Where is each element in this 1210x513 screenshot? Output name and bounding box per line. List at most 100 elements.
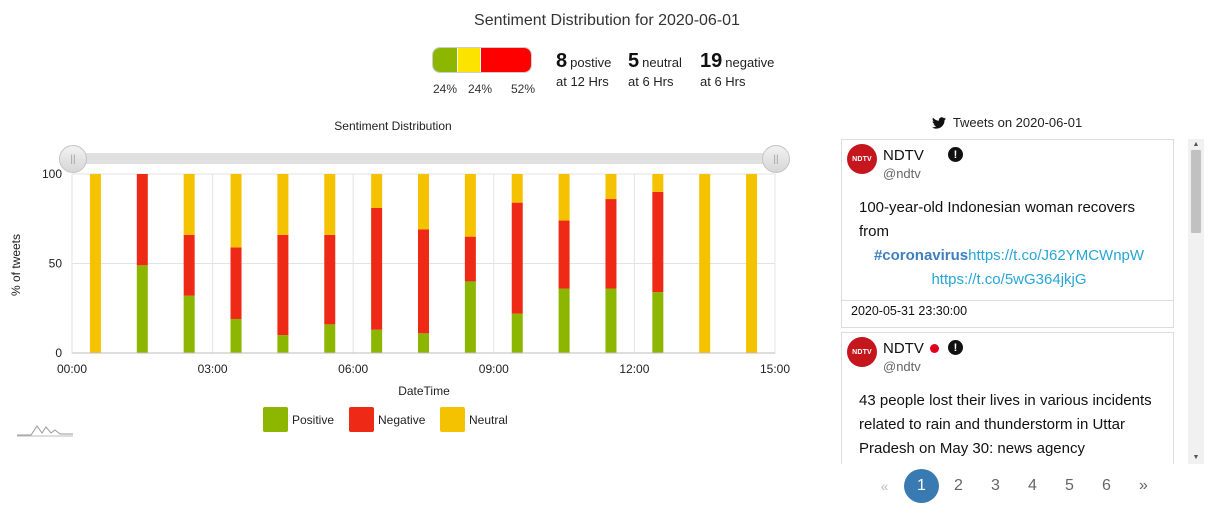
bar-segment-neutral [746,174,758,353]
bar-segment-positive [511,313,523,353]
exclamation-circle-icon[interactable]: ! [948,340,963,355]
sparkline-icon[interactable] [17,422,73,438]
y-tick-label: 0 [55,346,62,360]
stat-negative-sub: at 6 Hrs [700,74,746,89]
tweet-link[interactable]: https://t.co/J62YMCWnpW [968,247,1145,264]
pagination-page-1[interactable]: 1 [904,469,939,503]
stat-negative-count: 19 [700,50,723,72]
bar-segment-neutral [558,174,570,221]
bar-segment-neutral [230,174,242,248]
ratio-percent-neutral: 24% [468,82,493,96]
bar-segment-negative [183,234,195,296]
stat-positive-sub: at 12 Hrs [556,74,609,89]
bar-segment-negative [136,174,148,266]
exclamation-circle-icon[interactable]: ! [948,147,963,162]
bar-segment-neutral [511,174,523,203]
bar-segment-neutral [277,174,289,235]
bar-segment-positive [183,295,195,353]
legend-label-positive: Positive [292,412,335,427]
bar-segment-neutral [605,174,617,200]
x-tick-label: 03:00 [198,362,228,376]
legend-swatch-negative [349,407,374,432]
pagination-page-5[interactable]: 5 [1065,477,1074,494]
bar-segment-positive [418,333,429,353]
tweets-header-label: Tweets on 2020-06-01 [952,115,1083,130]
x-tick-label: 15:00 [760,362,790,376]
stat-positive-label: postive [570,55,612,70]
ratio-percent-negative: 52% [511,82,536,96]
pagination-next[interactable]: » [1139,477,1148,494]
tweet-handle[interactable]: @ndtv [883,359,921,374]
bar-segment-negative [371,208,383,330]
x-tick-label: 09:00 [479,362,509,376]
bar-segment-positive [230,318,242,353]
bar-segment-negative [277,234,289,336]
stat-positive: 8 postive at 12 Hrs [556,50,611,89]
bar-segment-negative [511,202,523,314]
avatar[interactable]: NDTV [847,337,877,367]
bar-segment-positive [558,288,570,353]
live-dot-icon [930,344,939,353]
y-tick-label: 100 [42,167,62,181]
legend-item-negative[interactable]: Negative [349,407,425,432]
bar-segment-neutral [652,174,664,192]
pagination-page-4[interactable]: 4 [1028,477,1037,494]
bar-segment-neutral [699,174,711,353]
tweet-card[interactable]: NDTV NDTV @ndtv ! 100-year-old Indonesia… [841,139,1174,328]
bar-segment-positive [605,288,617,353]
ratio-segment-neutral [456,48,481,72]
bar-segment-positive [136,265,148,353]
tweet-handle[interactable]: @ndtv [883,166,921,181]
pagination-page-3[interactable]: 3 [991,477,1000,494]
pagination-page-2[interactable]: 2 [954,477,963,494]
sentiment-ratio-bar [432,47,532,73]
avatar[interactable]: NDTV [847,144,877,174]
stat-negative-label: negative [725,55,775,70]
pagination-prev[interactable]: « [880,478,889,494]
bar-segment-negative [230,247,242,319]
scroll-up-icon[interactable]: ▲ [1192,141,1200,148]
chart-bars [89,174,758,353]
legend-item-neutral[interactable]: Neutral [440,407,508,432]
tweet-timestamp: 2020-05-31 23:30:00 [842,300,1173,324]
bar-segment-positive [277,335,289,353]
range-slider-handle-left[interactable]: || [59,145,87,173]
legend-item-positive[interactable]: Positive [263,407,334,432]
tweet-card[interactable]: NDTV NDTV @ndtv ! 43 people lost their l… [841,332,1174,464]
grip-icon: || [70,153,76,165]
scroll-down-icon[interactable]: ▼ [1192,454,1200,461]
bar-segment-neutral [371,174,383,209]
bar-segment-neutral [324,174,336,235]
bar-segment-negative [464,236,476,282]
bar-segment-positive [652,292,664,353]
chart-axes: 0 50 100 00:00 03:00 06:00 09:00 12:00 15:00 [42,167,790,376]
x-tick-label: 06:00 [338,362,368,376]
bar-segment-neutral [89,174,101,353]
range-slider-handle-right[interactable]: || [762,145,790,173]
tweet-text: 43 people lost their lives in various in… [842,385,1173,464]
x-tick-label: 00:00 [57,362,87,376]
grip-icon: || [773,153,779,165]
scrollbar-thumb[interactable] [1191,150,1201,233]
pagination: « 1 2 3 4 5 6 » [866,469,1162,503]
twitter-icon [931,116,946,129]
tweet-author[interactable]: NDTV [883,147,924,164]
tweet-author[interactable]: NDTV [883,340,924,357]
pagination-page-6[interactable]: 6 [1102,477,1111,494]
tweet-list[interactable]: NDTV NDTV @ndtv ! 100-year-old Indonesia… [840,139,1175,464]
tweet-link[interactable]: https://t.co/5wG364jkjG [931,271,1087,288]
tweet-header: NDTV NDTV @ndtv ! [842,140,1173,192]
tweet-hashtag[interactable]: #coronavirus [873,247,969,264]
bar-segment-neutral [464,174,476,237]
legend-label-neutral: Neutral [469,412,508,427]
stat-neutral-label: neutral [642,55,682,70]
chart-title: Sentiment Distribution [334,119,452,133]
tweets-header: Tweets on 2020-06-01 [840,115,1174,130]
legend-swatch-positive [263,407,288,432]
range-slider-track[interactable] [72,153,776,164]
y-axis-label: % of tweets [9,234,23,296]
bar-segment-positive [371,329,383,353]
tweet-text: 100-year-old Indonesian woman recovers f… [842,192,1173,300]
page-title: Sentiment Distribution for 2020-06-01 [474,12,740,29]
avatar-text: NDTV [852,155,872,163]
